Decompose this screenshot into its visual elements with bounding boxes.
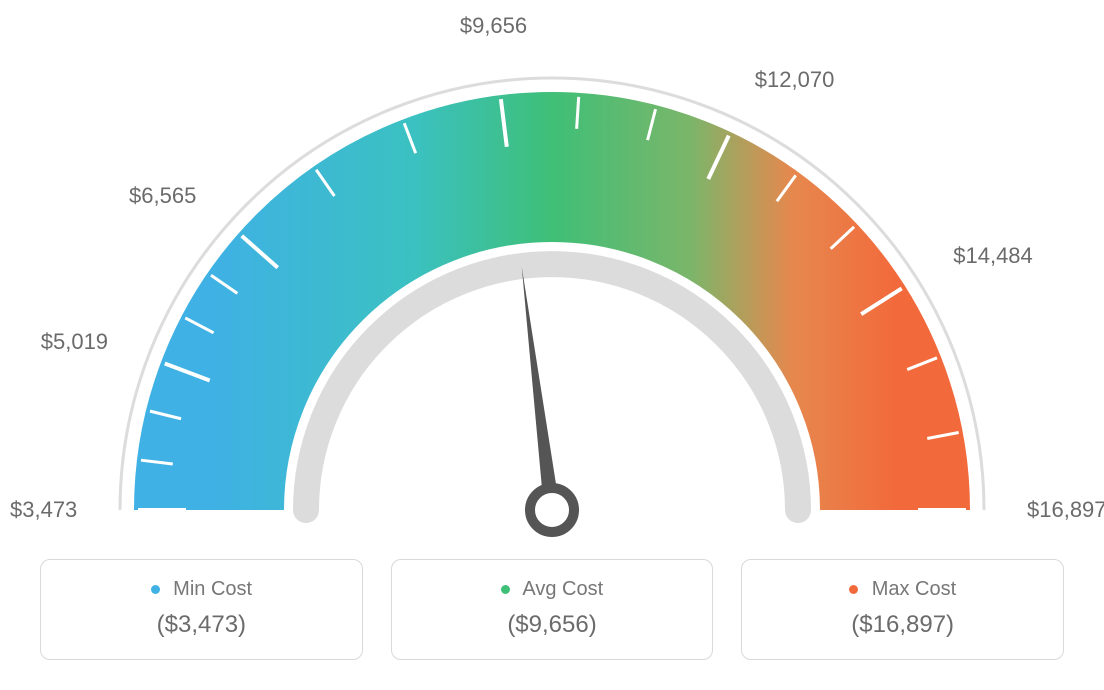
gauge-tick-label: $12,070 (755, 67, 835, 93)
gauge-tick-label: $5,019 (41, 329, 108, 355)
gauge-svg (0, 0, 1104, 560)
avg-cost-title-text: Avg Cost (522, 578, 603, 600)
min-dot-icon (151, 585, 160, 594)
gauge-tick-label: $9,656 (460, 13, 527, 39)
avg-cost-card: Avg Cost ($9,656) (391, 559, 714, 660)
avg-cost-title: Avg Cost (402, 578, 703, 601)
gauge-tick-label: $14,484 (953, 243, 1033, 269)
max-cost-title: Max Cost (752, 578, 1053, 601)
max-cost-title-text: Max Cost (872, 578, 956, 600)
min-cost-card: Min Cost ($3,473) (40, 559, 363, 660)
gauge-tick-label: $16,897 (1027, 497, 1104, 523)
min-cost-title-text: Min Cost (173, 578, 252, 600)
max-cost-card: Max Cost ($16,897) (741, 559, 1064, 660)
max-dot-icon (849, 585, 858, 594)
avg-dot-icon (501, 585, 510, 594)
legend-cards: Min Cost ($3,473) Avg Cost ($9,656) Max … (40, 559, 1064, 660)
gauge-tick-label: $3,473 (10, 497, 77, 523)
max-cost-value: ($16,897) (752, 611, 1053, 639)
chart-container: $3,473 $5,019 $6,565 $9,656 $12,070 $14,484 $1… (0, 0, 1104, 690)
gauge-tick-label: $6,565 (129, 183, 196, 209)
avg-cost-value: ($9,656) (402, 611, 703, 639)
min-cost-title: Min Cost (51, 578, 352, 601)
min-cost-value: ($3,473) (51, 611, 352, 639)
gauge-chart: $3,473 $5,019 $6,565 $9,656 $12,070 $14,484 $1… (0, 0, 1104, 550)
